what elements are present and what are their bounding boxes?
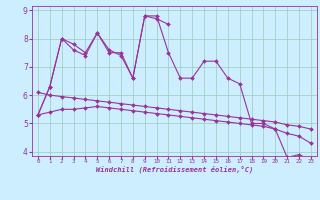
X-axis label: Windchill (Refroidissement éolien,°C): Windchill (Refroidissement éolien,°C): [96, 166, 253, 173]
